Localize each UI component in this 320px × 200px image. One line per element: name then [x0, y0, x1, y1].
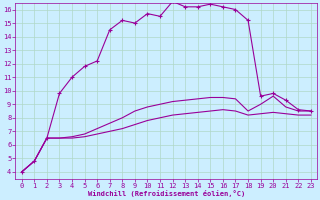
X-axis label: Windchill (Refroidissement éolien,°C): Windchill (Refroidissement éolien,°C) — [88, 190, 245, 197]
